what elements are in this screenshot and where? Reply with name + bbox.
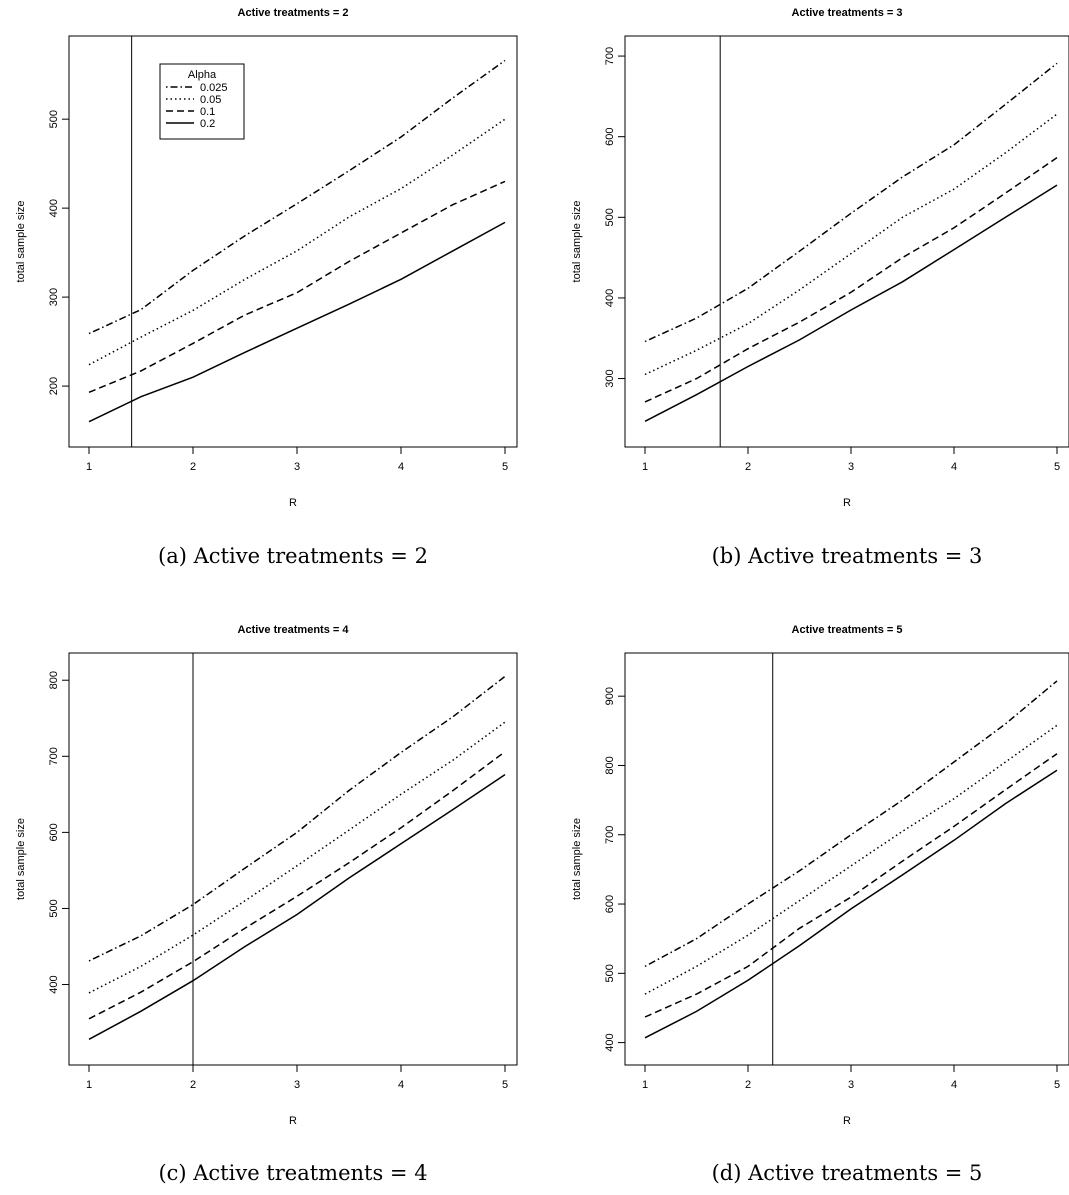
- panel-caption: (a) Active treatments = 2: [158, 544, 428, 568]
- y-tick-label: 500: [604, 208, 616, 226]
- y-tick-label: 800: [48, 671, 60, 689]
- x-axis-label: R: [843, 1115, 851, 1127]
- y-axis-label: total sample size: [571, 818, 583, 900]
- x-tick-label: 3: [294, 1079, 300, 1091]
- x-tick-label: 5: [1054, 461, 1060, 473]
- x-tick-label: 3: [848, 1079, 854, 1091]
- panel-4: Active treatments = 5 1 2 3 4 5 400 500 600 700 80…: [571, 624, 1069, 1185]
- series-line-0.025: [644, 62, 1058, 343]
- x-tick-label: 3: [848, 461, 854, 473]
- x-tick-label: 2: [190, 461, 196, 473]
- y-tick-label: 300: [48, 288, 60, 306]
- x-tick-label: 1: [86, 461, 92, 473]
- y-tick-label: 500: [48, 110, 60, 128]
- legend-box: [159, 63, 245, 140]
- legend-title: Alpha: [188, 69, 217, 81]
- panel-3: Active treatments = 4 1 2 3 4 5 400 500 600 700 80…: [15, 624, 518, 1185]
- legend-label: 0.1: [200, 106, 215, 118]
- series-line-0.025: [88, 675, 506, 962]
- x-axis-label: R: [289, 1115, 297, 1127]
- x-tick-label: 2: [745, 1079, 751, 1091]
- x-tick-label: 4: [398, 461, 404, 473]
- x-tick-label: 4: [398, 1079, 404, 1091]
- y-tick-label: 400: [48, 199, 60, 217]
- y-tick-label: 400: [604, 1033, 616, 1051]
- y-tick-label: 600: [48, 823, 60, 841]
- x-tick-label: 1: [86, 1079, 92, 1091]
- panel-2: Active treatments = 3 1 2 3 4 5 300 400 500 600 70…: [571, 7, 1069, 568]
- plot-frame: [68, 35, 518, 448]
- panel-1: Active treatments = 2 1 2 3 4 5 200 300 400 500 Rt…: [15, 7, 518, 568]
- chart-title: Active treatments = 2: [238, 7, 349, 19]
- legend-label: 0.05: [200, 94, 221, 106]
- y-axis-label: total sample size: [15, 201, 27, 283]
- y-axis-label: total sample size: [15, 818, 27, 900]
- y-tick-label: 600: [604, 128, 616, 146]
- y-tick-label: 700: [48, 747, 60, 765]
- y-tick-label: 600: [604, 895, 616, 913]
- y-tick-label: 800: [604, 756, 616, 774]
- x-axis-label: R: [289, 497, 297, 509]
- x-tick-label: 3: [294, 461, 300, 473]
- x-tick-label: 2: [745, 461, 751, 473]
- series-line-0.1: [88, 180, 506, 393]
- series-line-0.2: [644, 184, 1058, 422]
- series-line-0.1: [644, 753, 1058, 1018]
- chart-title: Active treatments = 4: [238, 624, 350, 636]
- y-tick-label: 300: [604, 369, 616, 387]
- series-line-0.2: [88, 773, 506, 1040]
- panel-caption: (b) Active treatments = 3: [712, 544, 983, 568]
- x-tick-label: 4: [951, 1079, 957, 1091]
- series-line-0.2: [88, 221, 506, 423]
- y-tick-label: 500: [604, 964, 616, 982]
- y-tick-label: 700: [604, 826, 616, 844]
- series-line-0.05: [88, 721, 506, 994]
- series-line-0.025: [644, 680, 1058, 968]
- series-line-0.05: [644, 724, 1058, 995]
- x-tick-label: 5: [502, 461, 508, 473]
- y-axis-label: total sample size: [571, 201, 583, 283]
- x-tick-label: 1: [642, 461, 648, 473]
- y-tick-label: 900: [604, 687, 616, 705]
- series-line-0.1: [88, 751, 506, 1020]
- x-tick-label: 5: [1054, 1079, 1060, 1091]
- x-tick-label: 2: [190, 1079, 196, 1091]
- y-tick-label: 400: [604, 289, 616, 307]
- y-tick-label: 700: [604, 47, 616, 65]
- y-tick-label: 400: [48, 975, 60, 993]
- plot-frame: [624, 652, 1069, 1066]
- y-tick-label: 500: [48, 899, 60, 917]
- series-line-0.025: [88, 59, 506, 335]
- plot-frame: [624, 35, 1069, 448]
- series-line-0.05: [644, 113, 1058, 376]
- chart-title: Active treatments = 5: [792, 624, 903, 636]
- plot-frame: [68, 652, 518, 1066]
- x-axis-label: R: [843, 497, 851, 509]
- legend-label: 0.2: [200, 118, 215, 130]
- x-tick-label: 1: [642, 1079, 648, 1091]
- y-tick-label: 200: [48, 377, 60, 395]
- chart-title: Active treatments = 3: [792, 7, 903, 19]
- legend-label: 0.025: [200, 82, 228, 94]
- x-tick-label: 4: [951, 461, 957, 473]
- panel-caption: (d) Active treatments = 5: [712, 1161, 983, 1185]
- panel-caption: (c) Active treatments = 4: [158, 1161, 427, 1185]
- series-line-0.1: [644, 156, 1058, 403]
- series-line-0.2: [644, 769, 1058, 1039]
- x-tick-label: 5: [502, 1079, 508, 1091]
